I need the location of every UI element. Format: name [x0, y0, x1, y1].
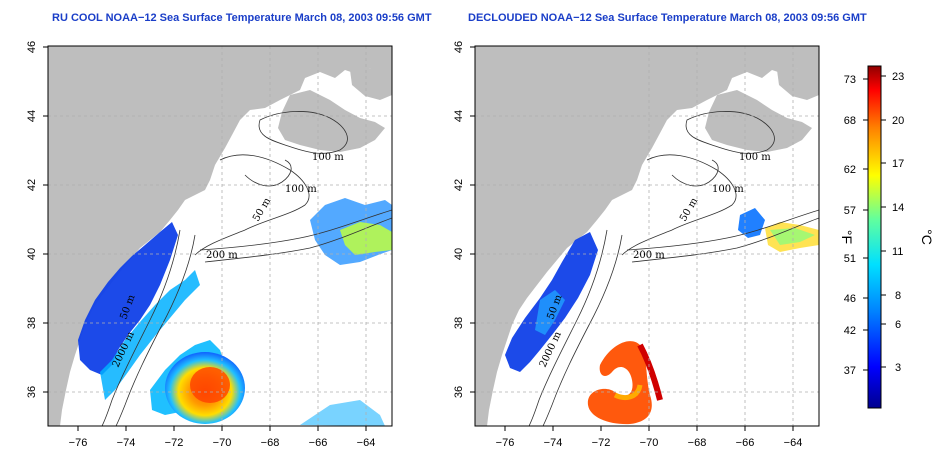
temperature-colorbar: 73 68 62 57 51 46 42 37 23 20 17 14 11 8…	[839, 65, 935, 409]
colorbar-f-tick: 37	[844, 365, 856, 377]
x-tick: −72	[165, 437, 184, 449]
land-mass	[48, 46, 392, 426]
y-tick: 46	[26, 41, 38, 53]
colorbar-c-tick: 3	[895, 362, 901, 374]
colorbar-f-tick: 68	[844, 115, 856, 127]
colorbar-c-tick: 11	[892, 246, 903, 258]
colorbar-c-tick: 23	[892, 71, 904, 83]
contour-label-100m-north: 100 m	[312, 152, 344, 163]
right-map-panel: 100 m 100 m 50 m 200 m 50 m 2000 m −76 −…	[453, 41, 820, 449]
sst-coastal-cold	[78, 222, 178, 375]
colorbar-c-tick: 20	[892, 115, 904, 127]
x-tick: −68	[688, 437, 707, 449]
left-panel-title: RU COOL NOAA−12 Sea Surface Temperature …	[52, 12, 432, 24]
colorbar-celsius-label: °C	[919, 229, 935, 245]
colorbar-fahrenheit-label: °F	[839, 230, 855, 244]
x-tick: −64	[357, 437, 376, 449]
y-tick: 38	[453, 317, 465, 329]
x-tick: −74	[117, 437, 136, 449]
land-nova-scotia	[705, 90, 812, 152]
x-tick: −76	[69, 437, 88, 449]
x-tick: −68	[261, 437, 280, 449]
colorbar-f-tick: 46	[844, 293, 856, 305]
right-panel-title: DECLOUDED NOAA−12 Sea Surface Temperatur…	[468, 12, 867, 24]
x-tick: −64	[784, 437, 803, 449]
land-nova-scotia	[278, 90, 385, 152]
colorbar-f-tick: 42	[844, 325, 856, 337]
y-tick: 44	[26, 110, 38, 122]
contour-label-200m: 200 m	[206, 250, 238, 261]
left-map-panel: 100 m 100 m 50 m 200 m 50 m 2000 m −76 −…	[26, 41, 393, 449]
land-newfoundland	[350, 66, 392, 100]
x-tick: −66	[309, 437, 328, 449]
sst-shelf-band	[100, 270, 200, 400]
land-mass	[475, 46, 819, 426]
colorbar-c-tick: 14	[892, 202, 904, 214]
y-tick: 36	[26, 386, 38, 398]
contour-label-100m-mid: 100 m	[285, 184, 317, 195]
y-tick: 36	[453, 386, 465, 398]
y-tick: 42	[453, 179, 465, 191]
sst-warm-ring	[587, 341, 652, 425]
x-tick: −70	[213, 437, 232, 449]
y-tick: 40	[26, 248, 38, 260]
x-tick: −74	[544, 437, 563, 449]
colorbar-c-tick: 8	[895, 290, 901, 302]
contour-label-100m-mid: 100 m	[712, 184, 744, 195]
land-newfoundland	[777, 66, 819, 100]
y-tick: 38	[26, 317, 38, 329]
x-tick: −72	[592, 437, 611, 449]
colorbar-c-tick: 17	[892, 158, 904, 170]
y-tick: 46	[453, 41, 465, 53]
x-tick: −66	[736, 437, 755, 449]
contour-label-100m-north: 100 m	[739, 152, 771, 163]
colorbar-f-tick: 51	[844, 253, 856, 265]
x-tick: −70	[640, 437, 659, 449]
contour-label-200m: 200 m	[633, 250, 665, 261]
y-tick: 40	[453, 248, 465, 260]
colorbar-f-tick: 62	[844, 164, 856, 176]
colorbar-f-tick: 57	[844, 205, 856, 217]
y-tick: 44	[453, 110, 465, 122]
x-tick: −76	[496, 437, 515, 449]
y-tick: 42	[26, 179, 38, 191]
colorbar-c-tick: 6	[895, 319, 901, 331]
colorbar-f-tick: 73	[844, 74, 856, 86]
